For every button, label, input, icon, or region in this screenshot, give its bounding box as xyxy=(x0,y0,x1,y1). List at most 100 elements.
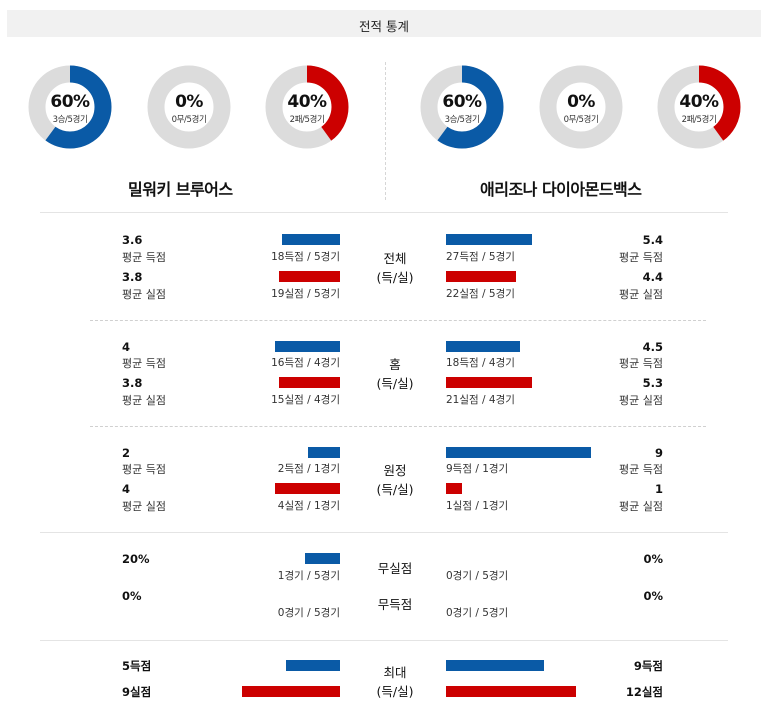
right-clean-sheet-pct: 0% xyxy=(643,552,663,566)
right-away-concede-bar xyxy=(446,483,462,494)
left-away-avg-concede-label: 평균 실점 xyxy=(122,500,166,513)
left-scoreless-pct: 0% xyxy=(122,589,142,603)
left-home-score-caption: 16득점 / 4경기 xyxy=(271,357,340,369)
right-score-bar xyxy=(446,234,532,245)
left-away-avg-score-label: 평균 득점 xyxy=(122,463,166,476)
right-avg-score: 5.4 xyxy=(642,233,663,247)
max-category-label: 최대 xyxy=(383,665,407,680)
right-team-name: 애리조나 다이아몬드백스 xyxy=(480,180,642,199)
right-scoreless-caption: 0경기 / 5경기 xyxy=(446,607,509,619)
right-home-score-caption: 18득점 / 4경기 xyxy=(446,357,515,369)
away-category-label: 원정 xyxy=(383,463,407,478)
home-category-label: 홈 xyxy=(389,357,401,372)
left-away-concede-caption: 4실점 / 1경기 xyxy=(277,500,340,512)
left-home-concede-caption: 15실점 / 4경기 xyxy=(271,394,340,406)
right-max-score-bar xyxy=(446,660,544,671)
left-team-name: 밀워키 브루어스 xyxy=(128,180,233,199)
right-home-concede-caption: 21실점 / 4경기 xyxy=(446,394,515,406)
left-clean-sheet-pct: 20% xyxy=(122,552,150,566)
right-away-avg-concede-label: 평균 실점 xyxy=(619,500,663,513)
right-max-concede-bar xyxy=(446,686,576,697)
left-clean-sheet-bar xyxy=(305,553,340,564)
left-home-avg-score: 4 xyxy=(122,340,131,354)
scoreless-category: 무득점 xyxy=(377,597,413,612)
left-home-score-bar xyxy=(275,341,340,352)
right-score-caption: 27득점 / 5경기 xyxy=(446,251,515,263)
donut-track xyxy=(539,65,623,149)
donut-ring xyxy=(657,65,741,149)
left-home-avg-concede: 3.8 xyxy=(122,376,143,390)
overall-category-sub: (득/실) xyxy=(376,270,414,285)
left-max-concede: 9실점 xyxy=(122,685,152,699)
right-away-concede-caption: 1실점 / 1경기 xyxy=(446,500,509,512)
right-home-avg-concede: 5.3 xyxy=(642,376,663,390)
left-max-score-bar xyxy=(286,660,340,671)
max-category-sub: (득/실) xyxy=(376,684,414,699)
right-avg-concede: 4.4 xyxy=(642,270,663,284)
right-win-pct: 60% xyxy=(442,92,482,112)
left-away-score-caption: 2득점 / 1경기 xyxy=(277,463,340,475)
away-category: 원정 (득/실) xyxy=(350,461,440,499)
home-category-sub: (득/실) xyxy=(376,376,414,391)
left-avg-score-label: 평균 득점 xyxy=(122,251,166,264)
right-max-score: 9득점 xyxy=(633,659,663,673)
team-divider xyxy=(385,62,386,200)
left-loss-donut: 40% 2패/5경기 xyxy=(265,65,349,149)
section-divider xyxy=(40,212,728,213)
left-loss-pct: 40% xyxy=(287,92,327,112)
right-draw-donut: 0% 0무/5경기 xyxy=(539,65,623,149)
left-clean-sheet-caption: 1경기 / 5경기 xyxy=(277,570,340,582)
left-score-bar xyxy=(282,234,340,245)
overall-category: 전체 (득/실) xyxy=(350,249,440,287)
right-avg-concede-label: 평균 실점 xyxy=(619,288,663,301)
left-home-avg-concede-label: 평균 실점 xyxy=(122,394,166,407)
right-home-avg-concede-label: 평균 실점 xyxy=(619,394,663,407)
left-avg-concede: 3.8 xyxy=(122,270,143,284)
left-away-concede-bar xyxy=(275,483,340,494)
max-category: 최대 (득/실) xyxy=(350,663,440,701)
right-concede-bar xyxy=(446,271,516,282)
left-avg-concede-label: 평균 실점 xyxy=(122,288,166,301)
left-win-donut: 60% 3승/5경기 xyxy=(28,65,112,149)
right-home-avg-score: 4.5 xyxy=(642,340,663,354)
overall-category-label: 전체 xyxy=(383,251,407,266)
donut-arc xyxy=(28,65,112,149)
donut-ring xyxy=(265,65,349,149)
right-away-avg-score-label: 평균 득점 xyxy=(619,463,663,476)
donut-ring xyxy=(539,65,623,149)
left-score-caption: 18득점 / 5경기 xyxy=(271,251,340,263)
left-max-score: 5득점 xyxy=(122,659,152,673)
right-draw-sub: 0무/5경기 xyxy=(563,115,599,125)
left-home-avg-score-label: 평균 득점 xyxy=(122,357,166,370)
stats-title: 전적 통계 xyxy=(359,19,409,34)
section-divider xyxy=(40,532,728,533)
left-win-sub: 3승/5경기 xyxy=(52,115,88,125)
left-draw-donut: 0% 0무/5경기 xyxy=(147,65,231,149)
right-avg-score-label: 평균 득점 xyxy=(619,251,663,264)
clean-sheet-category: 무실점 xyxy=(377,561,413,576)
right-home-concede-bar xyxy=(446,377,532,388)
right-away-score-bar xyxy=(446,447,591,458)
right-loss-sub: 2패/5경기 xyxy=(681,115,717,125)
stats-header: 전적 통계 xyxy=(7,10,761,37)
donut-ring xyxy=(147,65,231,149)
right-away-score-caption: 9득점 / 1경기 xyxy=(446,463,509,475)
left-win-pct: 60% xyxy=(50,92,90,112)
right-scoreless-pct: 0% xyxy=(643,589,663,603)
left-away-avg-score: 2 xyxy=(122,446,131,460)
right-win-sub: 3승/5경기 xyxy=(444,115,480,125)
right-away-avg-concede: 1 xyxy=(654,482,663,496)
right-home-avg-score-label: 평균 득점 xyxy=(619,357,663,370)
donut-arc xyxy=(265,65,349,149)
right-away-avg-score: 9 xyxy=(654,446,663,460)
section-divider xyxy=(90,426,706,427)
right-concede-caption: 22실점 / 5경기 xyxy=(446,288,515,300)
left-away-avg-concede: 4 xyxy=(122,482,131,496)
left-away-score-bar xyxy=(308,447,340,458)
right-draw-pct: 0% xyxy=(567,92,595,112)
left-concede-caption: 19실점 / 5경기 xyxy=(271,288,340,300)
left-concede-bar xyxy=(279,271,340,282)
home-category: 홈 (득/실) xyxy=(350,355,440,393)
away-category-sub: (득/실) xyxy=(376,482,414,497)
donut-ring xyxy=(420,65,504,149)
